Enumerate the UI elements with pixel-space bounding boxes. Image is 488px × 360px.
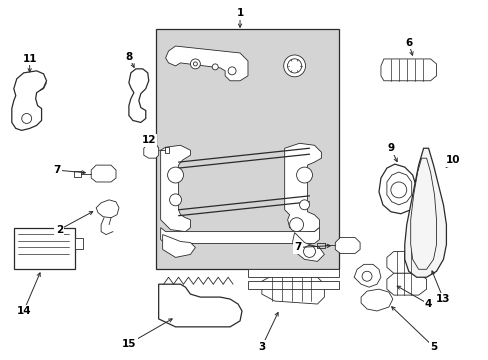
Polygon shape [247,281,339,289]
Polygon shape [247,269,339,277]
Polygon shape [129,69,148,122]
Text: 14: 14 [17,306,31,316]
Circle shape [289,218,303,231]
Polygon shape [335,238,359,253]
Polygon shape [161,145,190,231]
Text: 8: 8 [125,52,132,62]
Text: 13: 13 [435,294,450,304]
Polygon shape [378,164,416,214]
Circle shape [390,182,406,198]
Circle shape [296,167,312,183]
Text: 6: 6 [404,38,411,48]
Circle shape [212,64,218,70]
Polygon shape [386,251,426,273]
Circle shape [303,246,315,257]
Polygon shape [155,29,339,269]
Polygon shape [404,148,446,277]
Circle shape [190,59,200,69]
Polygon shape [360,289,392,311]
Polygon shape [143,143,158,158]
Polygon shape [12,71,46,130]
Polygon shape [292,233,324,261]
Text: 15: 15 [122,339,136,349]
Circle shape [167,167,183,183]
Polygon shape [96,200,119,218]
Polygon shape [386,172,411,205]
Bar [14,228,75,269]
Circle shape [283,55,305,77]
Polygon shape [91,165,116,182]
Circle shape [21,113,32,123]
Circle shape [299,200,309,210]
Circle shape [193,62,197,66]
Text: 2: 2 [56,225,63,235]
Text: 7: 7 [53,165,60,175]
Text: 1: 1 [236,8,243,18]
Circle shape [361,271,371,281]
Circle shape [287,59,301,73]
Polygon shape [161,228,319,243]
Polygon shape [353,264,380,287]
Bar [75,238,83,249]
Text: 5: 5 [429,342,436,352]
Text: 7: 7 [293,243,301,252]
Text: 11: 11 [22,54,37,64]
Polygon shape [380,59,436,81]
Polygon shape [158,284,242,327]
Polygon shape [284,143,321,233]
Circle shape [228,67,236,75]
Text: 12: 12 [141,135,156,145]
Text: 10: 10 [445,155,460,165]
Polygon shape [386,273,426,295]
Polygon shape [163,235,195,257]
Polygon shape [262,274,324,304]
Text: 9: 9 [386,143,394,153]
Circle shape [169,194,181,206]
Polygon shape [165,46,247,81]
Text: 4: 4 [424,299,431,309]
Text: 3: 3 [258,342,265,352]
